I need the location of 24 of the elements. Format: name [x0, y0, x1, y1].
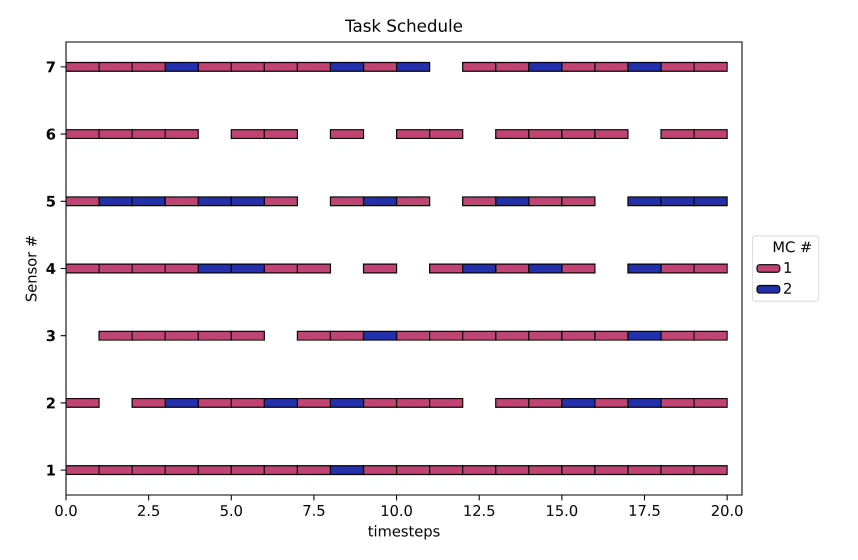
x-tick-label: 15.0 [547, 505, 578, 516]
y-tick-label: 2 [46, 397, 55, 408]
y-axis-title: Sensor # [26, 236, 37, 302]
y-tick-label: 3 [46, 330, 55, 342]
x-tick-label: 12.5 [464, 505, 494, 516]
x-tick-label: 20.0 [712, 505, 742, 516]
y-tick-label: 1 [47, 464, 55, 476]
y-tick-label: 5 [46, 196, 55, 207]
x-axis-title: timesteps [368, 525, 440, 540]
legend-title: MC # [774, 241, 812, 252]
bar [362, 264, 398, 274]
x-tick-label: 2.5 [138, 505, 160, 516]
x-tick-label: 17.5 [630, 505, 660, 516]
bar [330, 129, 364, 140]
x-tick-label: 7.5 [303, 505, 324, 516]
y-tick-label: 6 [46, 128, 56, 140]
y-tick-label: 4 [46, 263, 56, 274]
chart-title: Task Schedule [345, 19, 462, 32]
y-tick-label: 7 [46, 62, 55, 72]
x-tick-label: 10.0 [382, 505, 412, 516]
legend-label: 1 [784, 262, 791, 273]
x-tick-label: 5.0 [220, 505, 242, 516]
x-tick-label: 0.0 [55, 505, 77, 516]
legend-label: 2 [784, 282, 791, 294]
